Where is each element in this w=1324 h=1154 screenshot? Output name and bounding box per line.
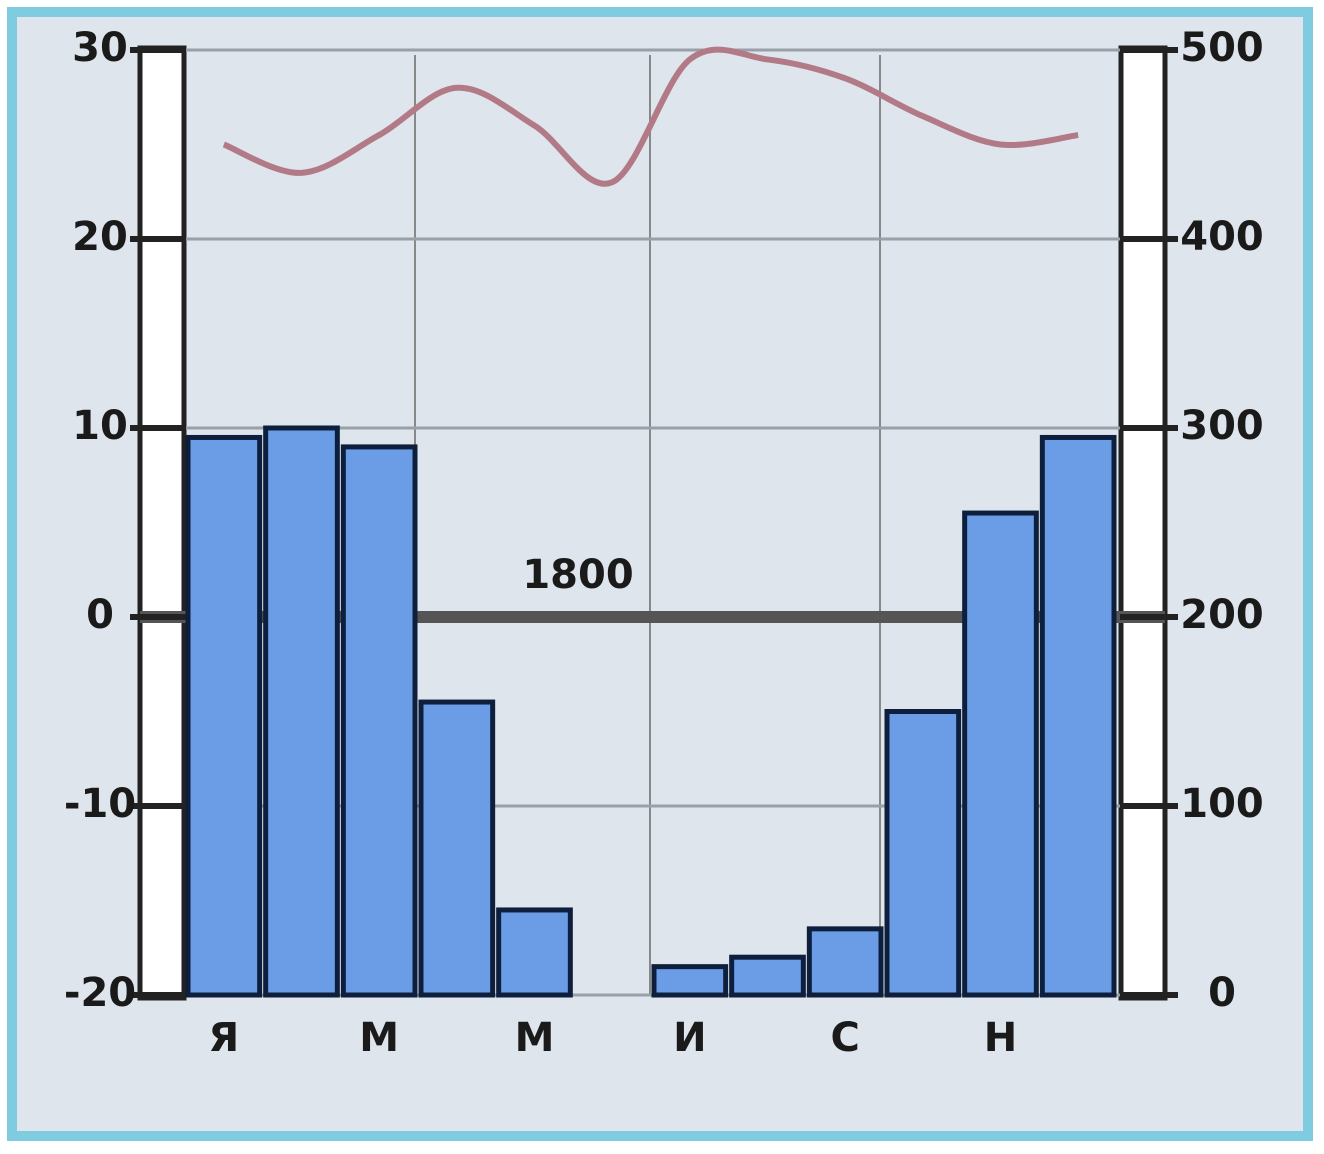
y-tick-label: 30 [72,25,128,71]
bar [651,964,729,998]
temperature-line [222,46,1079,187]
y-tick-label: -20 [64,970,136,1016]
annotation: 1800 [522,552,633,598]
bar [884,709,962,998]
bar [496,907,573,998]
bar [340,444,418,998]
bar [263,425,340,998]
bar [185,434,263,998]
bar [729,954,806,998]
y-tick-label: 10 [72,403,128,449]
bar [962,510,1039,998]
x-tick-label: Н [984,1015,1017,1061]
right-axis-column [1118,45,1168,1001]
y-tick-label: 20 [72,214,128,260]
y2-tick-label: 300 [1180,403,1264,449]
bar [1039,434,1117,998]
x-tick-label: Я [208,1015,239,1061]
y2-tick-label: 100 [1180,781,1264,827]
y2-tick-label: 0 [1208,970,1236,1016]
x-tick-label: М [515,1015,555,1061]
y2-tick-label: 500 [1180,25,1264,71]
bar [806,926,884,998]
y-tick-label: 0 [86,592,114,638]
y-tick-label: -10 [64,781,136,827]
y2-tick-label: 200 [1180,592,1264,638]
y2-tick-label: 400 [1180,214,1264,260]
x-tick-label: М [359,1015,399,1061]
bar [418,699,496,998]
x-tick-label: И [673,1015,706,1061]
left-axis-column [137,45,187,1001]
x-tick-label: С [830,1015,859,1061]
